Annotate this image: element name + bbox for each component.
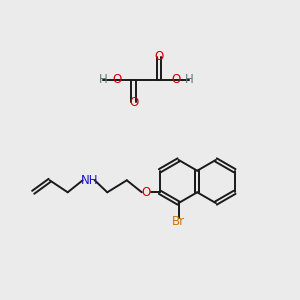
Text: O: O — [142, 186, 151, 199]
Text: H: H — [184, 73, 194, 86]
Text: H: H — [99, 73, 108, 86]
Text: NH: NH — [80, 174, 98, 187]
Text: Br: Br — [172, 214, 185, 228]
Text: O: O — [171, 73, 180, 86]
Text: O: O — [112, 73, 122, 86]
Text: O: O — [129, 95, 138, 109]
Text: O: O — [154, 50, 164, 64]
